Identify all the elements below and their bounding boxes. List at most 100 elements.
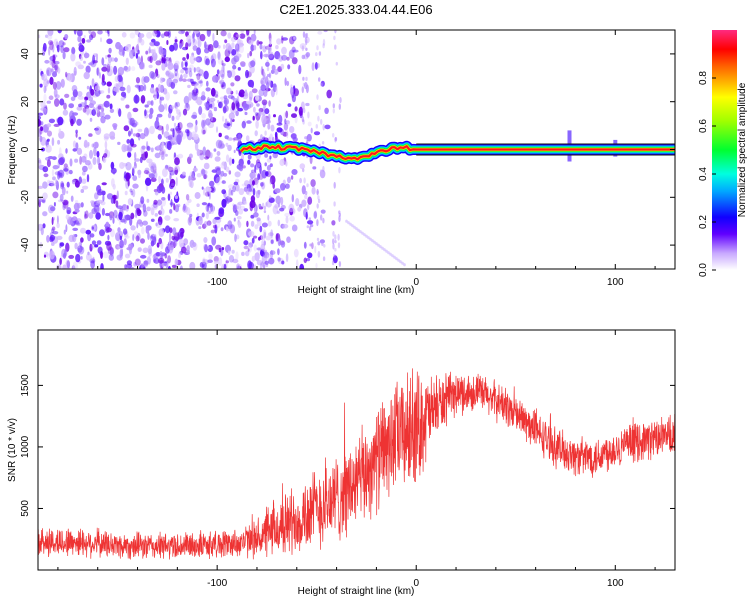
- snr-y-ticks: 500 1000 1500: [20, 374, 675, 517]
- spectrogram-noise-blob: [161, 125, 164, 135]
- spectrogram-noise-blob: [254, 252, 260, 262]
- spectrogram-noise-blob: [279, 207, 285, 212]
- spectrogram-noise-blob: [226, 87, 232, 95]
- spectrogram-noise-blob: [171, 264, 177, 268]
- spectrogram-noise-blob: [310, 127, 313, 134]
- spectrogram-noise-blob: [256, 103, 260, 107]
- spectrogram-noise-blob: [199, 152, 205, 161]
- spectrogram-noise-blob: [193, 57, 200, 61]
- spectrogram-noise-blob: [232, 98, 239, 104]
- y-tick-label: 1500: [20, 374, 31, 397]
- spectrogram-noise-blob: [277, 237, 282, 247]
- spectrogram-noise-blob: [169, 105, 175, 110]
- spectrogram-noise-blob: [253, 212, 259, 218]
- spectrogram-noise-blob: [289, 126, 295, 133]
- spectrogram-noise-blob: [139, 133, 146, 140]
- spectrogram-noise-blob: [305, 102, 310, 107]
- spectrogram-noise-blob: [250, 195, 256, 203]
- spectrogram-noise-blob: [258, 110, 262, 117]
- spectrogram-noise-blob: [165, 70, 170, 76]
- spectrogram-noise-blob: [125, 264, 130, 269]
- spectrogram-noise-blob: [174, 258, 179, 266]
- spectrogram-noise-blob: [179, 43, 183, 49]
- spectrogram-noise-blob: [169, 178, 176, 188]
- spectrogram-noise-blob: [92, 54, 96, 65]
- spectrogram-noise-blob: [286, 56, 290, 61]
- spectrogram-noise-blob: [112, 171, 116, 175]
- spectrogram-noise-blob: [294, 106, 298, 112]
- snr-frame: [37, 329, 676, 571]
- spectrogram-noise-blob: [280, 183, 286, 191]
- spectrogram-noise-blob: [268, 72, 272, 79]
- spectrogram-noise-blob: [220, 227, 224, 232]
- spectrogram-noise-blob: [59, 172, 63, 177]
- spectrogram-noise-blob: [84, 99, 87, 108]
- spectrogram-noise-blob: [130, 212, 135, 220]
- spectrogram-noise-blob: [185, 202, 190, 206]
- spectrogram-noise-blob: [306, 225, 309, 229]
- spectrogram-noise-blob: [101, 107, 105, 113]
- spectrogram-noise-blob: [319, 239, 325, 244]
- spectrogram-noise-blob: [75, 132, 78, 138]
- colorbar-gradient: [712, 30, 737, 270]
- spectrogram-noise-blob: [397, 258, 400, 262]
- spectrogram-noise-blob: [156, 144, 163, 150]
- spectrogram-noise-blob: [315, 52, 318, 57]
- spectrogram-noise-blob: [108, 47, 112, 54]
- spectrogram-noise-blob: [333, 201, 336, 207]
- spectrogram-noise-blob: [164, 215, 171, 221]
- spectrogram-noise-blob: [258, 236, 261, 241]
- spectrogram-noise-blob: [280, 185, 284, 191]
- spectrogram-noise-blob: [177, 122, 180, 128]
- spectrogram-noise-blob: [62, 199, 69, 206]
- spectrogram-noise-blob: [234, 75, 241, 82]
- spectrogram-noise-blob: [227, 32, 232, 39]
- x-tick-label: -100: [207, 578, 227, 589]
- spectrogram-noise-blob: [153, 41, 160, 47]
- spectrogram-noise-blob: [333, 181, 336, 189]
- spectrogram-noise-blob: [161, 141, 165, 150]
- spectrogram-noise-blob: [267, 232, 274, 237]
- spectrogram-noise-blob: [58, 128, 61, 134]
- spectrogram-noise-blob: [281, 46, 287, 55]
- spectrogram-noise-blob: [301, 86, 304, 94]
- spectrogram-noise-blob: [165, 103, 168, 111]
- spectrogram-noise-blob: [305, 190, 308, 196]
- spectrogram-noise-blob: [132, 234, 135, 241]
- spectrogram-noise-blob: [126, 205, 129, 210]
- spectrogram-noise-blob: [136, 43, 140, 53]
- spectrogram-noise-blob: [371, 239, 374, 243]
- spectrogram-noise-blob: [269, 175, 276, 185]
- spectrogram-noise-blob: [353, 225, 356, 229]
- spectrogram-noise-blob: [257, 173, 261, 181]
- spectrogram-noise-blob: [254, 112, 259, 116]
- spectrogram-noise-blob: [220, 30, 227, 37]
- spectrogram-noise-blob: [196, 173, 202, 178]
- spectrogram-noise-blob: [107, 30, 110, 35]
- spectrogram-noise-blob: [146, 100, 152, 106]
- spectrogram-noise-blob: [183, 73, 188, 79]
- spectrogram-noise-blob: [86, 85, 90, 90]
- spectrogram-noise-blob: [351, 224, 354, 228]
- spectrogram-noise-blob: [320, 169, 323, 174]
- spectrogram-noise-blob: [189, 261, 196, 269]
- spectrogram-noise-blob: [60, 45, 64, 54]
- spectrogram-noise-blob: [202, 146, 207, 156]
- spectrogram-noise-blob: [84, 107, 91, 115]
- spectrogram-noise-blob: [90, 31, 97, 39]
- spectrogram-noise-blob: [268, 257, 275, 265]
- spectrogram-noise-blob: [193, 30, 200, 34]
- spectrogram-noise-blob: [42, 42, 47, 52]
- spectrogram-noise-blob: [213, 148, 217, 152]
- spectrogram-noise-blob: [156, 113, 163, 118]
- spectrogram-noise-blob: [46, 235, 50, 243]
- spectrogram-noise-blob: [248, 39, 254, 45]
- spectrogram-noise-blob: [250, 44, 255, 52]
- spectrogram-noise-blob: [126, 139, 131, 144]
- spectrogram-noise-blob: [178, 111, 182, 118]
- spectrogram-noise-blob: [70, 118, 74, 127]
- spectrogram-noise-blob: [43, 78, 49, 88]
- spectrogram-noise-blob: [56, 222, 60, 229]
- spectrogram-noise-blob: [246, 71, 252, 78]
- spectrogram-noise-blob: [48, 118, 56, 124]
